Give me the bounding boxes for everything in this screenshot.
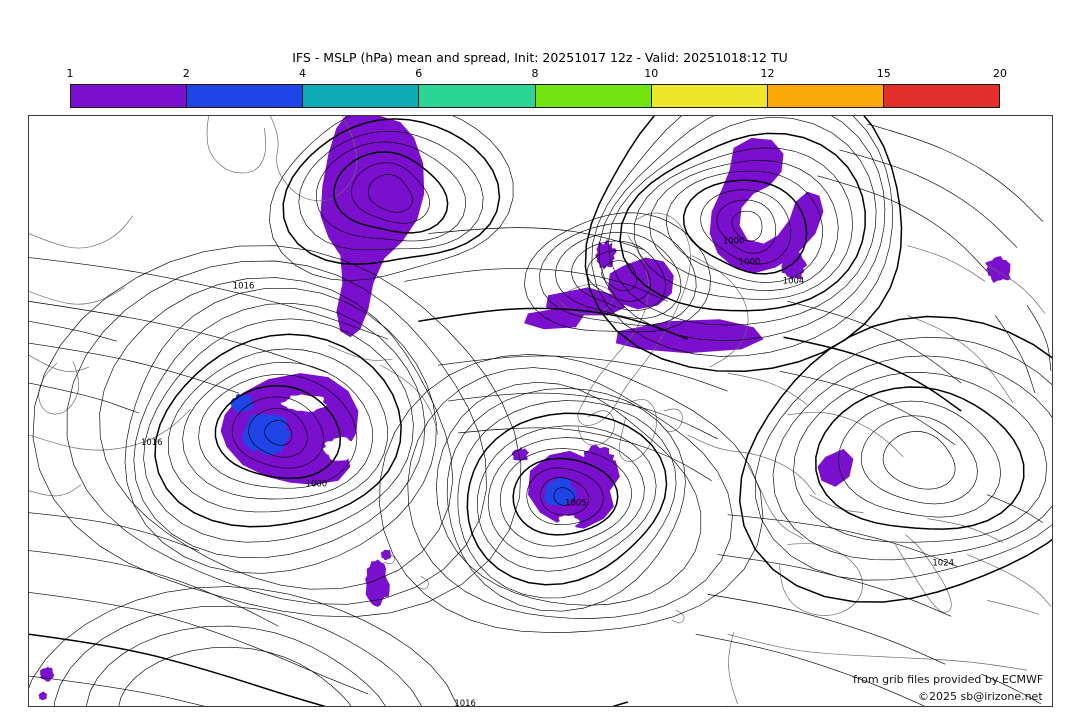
spread-area-central-lobe — [578, 444, 616, 481]
contour-label-1024-9: 1024 — [932, 557, 954, 567]
colorbar-segment-1-2 — [71, 85, 187, 107]
spread-area-azores-tail — [365, 559, 390, 607]
spread-dot-sw2 — [38, 691, 48, 701]
spread-dot-1 — [380, 549, 392, 561]
colorbar-strip — [70, 84, 1000, 108]
spread-area-small-north — [595, 238, 617, 269]
coastlines-layer — [29, 116, 1052, 705]
contour-labels-layer: 1016101610001005101610001000100410161024… — [141, 236, 954, 706]
spread-area-atlantic-low — [220, 373, 359, 485]
contour-label-1016-4: 1016 — [454, 698, 476, 706]
colorbar-tick-2: 2 — [182, 67, 190, 80]
colorbar-segment-8-10 — [534, 85, 651, 107]
colorbar-tick-15: 15 — [876, 67, 891, 80]
page-title: IFS - MSLP (hPa) mean and spread, Init: … — [292, 50, 788, 65]
spread-colorbar: 1 2 4 6 8 10 12 15 20 — [67, 67, 1007, 108]
contour-label-1016-1: 1016 — [141, 437, 163, 447]
contour-label-1005-3: 1005 — [565, 498, 587, 508]
spread-area-north-sea-band — [615, 319, 764, 354]
spread-dot-sw — [40, 666, 54, 682]
colorbar-tick-12: 12 — [760, 67, 775, 80]
colorbar-segment-4-6 — [302, 85, 419, 107]
contour-label-1004-7: 1004 — [783, 275, 805, 285]
colorbar-tick-labels: 1 2 4 6 8 10 12 15 20 — [66, 67, 1008, 83]
map-frame[interactable]: 1016101610001005101610001000100410161024… — [28, 115, 1053, 707]
spread-hole-3 — [354, 456, 381, 477]
mslp-contours-layer — [29, 116, 1052, 706]
spread-hole-2 — [322, 436, 359, 461]
spread-area-small-ne — [780, 249, 808, 281]
colorbar-tick-4: 4 — [299, 67, 306, 80]
spread-area-central-dot — [511, 446, 530, 461]
colorbar-tick-20: 20 — [993, 67, 1007, 80]
colorbar-segment-6-8 — [418, 85, 535, 107]
colorbar-segment-12-15 — [766, 85, 883, 107]
colorbar-tick-8: 8 — [531, 67, 539, 80]
contour-label-1000-2: 1000 — [306, 479, 328, 489]
colorbar-tick-6: 6 — [415, 67, 423, 80]
spread-area-faroe — [608, 273, 641, 295]
copyright-credit: ©2025 sb@irizone.net — [918, 690, 1043, 703]
colorbar-segment-2-4 — [186, 85, 303, 107]
colorbar-tick-1: 1 — [66, 67, 74, 80]
contour-label-1016-0: 1016 — [233, 280, 255, 290]
spread-hole-central — [556, 514, 580, 531]
spread-core-central-low — [544, 476, 578, 507]
map-canvas[interactable]: 1016101610001005101610001000100410161024… — [29, 116, 1052, 706]
data-source-credit: from grib files provided by ECMWF — [853, 673, 1044, 686]
spread-area-biscay — [817, 448, 854, 487]
colorbar-tick-10: 10 — [644, 67, 659, 80]
spread-area-norwegian-sea — [709, 137, 824, 274]
contour-label-1000-6: 1000 — [739, 257, 761, 267]
spread-area-far-east — [985, 256, 1011, 284]
contour-label-1000-5: 1000 — [723, 236, 745, 246]
colorbar-segment-15-20 — [882, 85, 999, 107]
colorbar-segment-10-12 — [650, 85, 767, 107]
